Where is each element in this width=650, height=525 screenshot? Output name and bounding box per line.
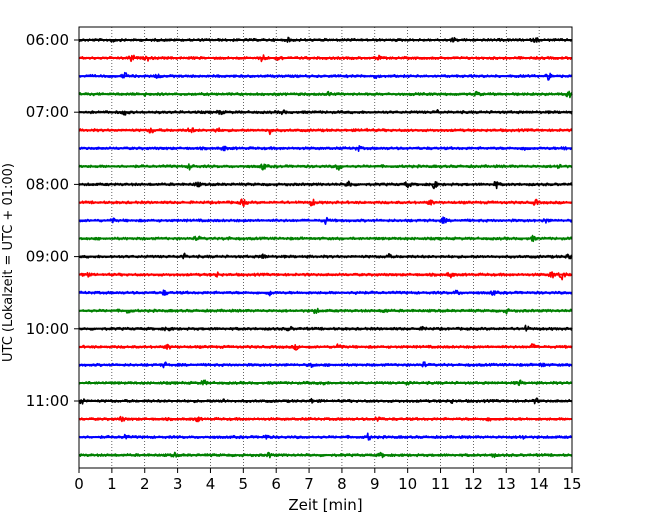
y-tick-label: 11:00 <box>26 392 69 410</box>
x-tick-label: 3 <box>173 475 183 493</box>
x-tick-label: 12 <box>464 475 483 493</box>
x-tick-label: 6 <box>271 475 281 493</box>
trace-layer <box>78 36 573 459</box>
x-tick-label: 13 <box>497 475 516 493</box>
x-tick-label: 0 <box>74 475 84 493</box>
y-axis-label: UTC (Lokalzeit = UTC + 01:00) <box>1 163 16 362</box>
x-tick-label: 5 <box>239 475 249 493</box>
x-tick-label: 15 <box>562 475 581 493</box>
y-axis: 06:00 07:00 08:00 09:00 10:00 11:00 <box>26 31 79 410</box>
y-tick-label: 09:00 <box>26 248 69 266</box>
x-tick-label: 8 <box>337 475 347 493</box>
x-tick-label: 14 <box>530 475 549 493</box>
x-tick-label: 2 <box>140 475 150 493</box>
y-tick-label: 08:00 <box>26 175 69 193</box>
x-tick-label: 10 <box>398 475 417 493</box>
y-tick-label: 06:00 <box>26 31 69 49</box>
trace-0915 <box>78 271 573 281</box>
y-tick-label: 07:00 <box>26 103 69 121</box>
x-tick-label: 7 <box>304 475 314 493</box>
x-axis: 0 1 2 3 4 5 6 7 8 9 10 11 12 13 14 15 <box>74 468 582 493</box>
x-tick-label: 1 <box>107 475 117 493</box>
x-tick-label: 9 <box>370 475 380 493</box>
x-tick-label: 4 <box>206 475 216 493</box>
x-axis-label: Zeit [min] <box>288 496 362 514</box>
x-tick-label: 11 <box>431 475 450 493</box>
plot-frame <box>78 26 573 469</box>
y-tick-label: 10:00 <box>26 320 69 338</box>
